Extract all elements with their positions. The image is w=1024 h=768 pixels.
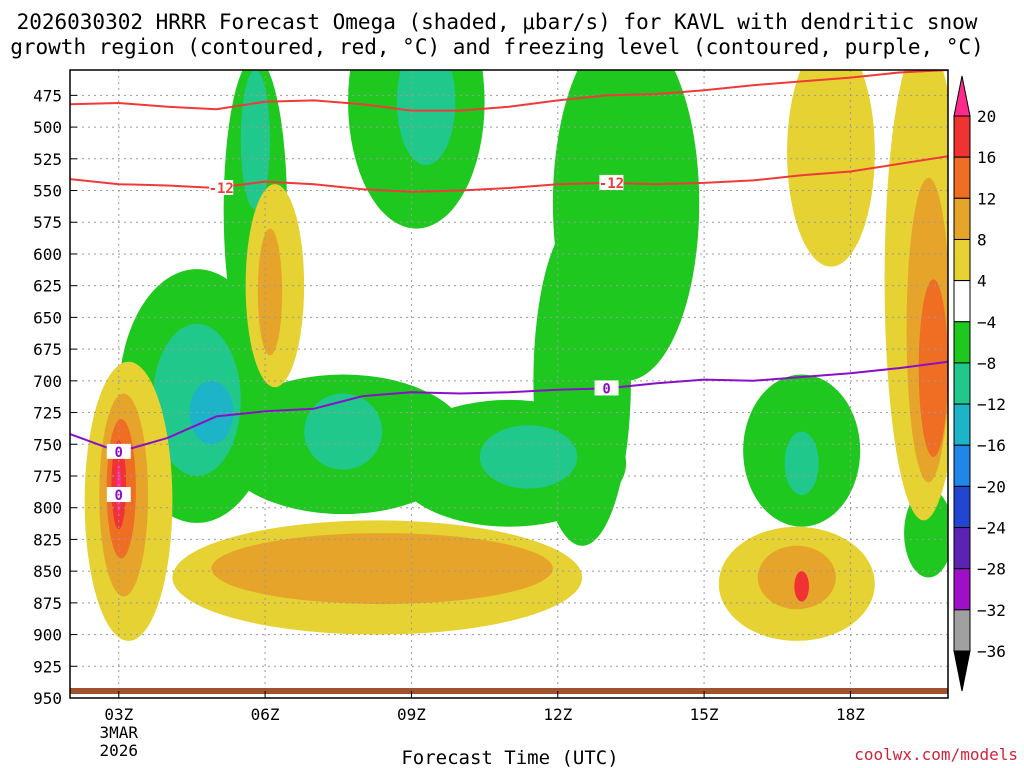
- colorbar-box-9: [953, 485, 971, 529]
- y-tick-label-650: 650: [33, 308, 62, 327]
- terrain-ground-bar: [70, 688, 948, 694]
- x-tick-label-18Z: 18Z: [836, 705, 865, 724]
- colorbar-label-1: 16: [977, 148, 996, 167]
- x-tick-label-12Z: 12Z: [543, 705, 572, 724]
- y-axis: 475 500 525 550 575 600 625 650 675 700 725 750 775 8…: [33, 86, 77, 708]
- colorbar-box-11: [953, 568, 971, 611]
- colorbar-box-7: [953, 403, 971, 446]
- omega-region-9-level--12: [240, 70, 270, 210]
- colorbar-label-8: −16: [977, 436, 1006, 455]
- freezing-level-contour: [70, 360, 948, 453]
- colorbar-label-12: −32: [977, 601, 1006, 620]
- colorbar-label-3: 8: [977, 230, 987, 249]
- omega-shading: [84, 70, 948, 641]
- omega-region-23-level-8: [211, 533, 553, 605]
- colorbar-box-10: [953, 527, 971, 570]
- colorbar-box-8: [953, 444, 971, 487]
- y-tick-label-900: 900: [33, 626, 62, 645]
- omega-region-12-level--12: [304, 393, 383, 470]
- dgz-contour-label-left-bg: [209, 179, 234, 195]
- credit-text: coolwx.com/models: [854, 745, 1018, 764]
- x-axis-label: Forecast Time (UTC): [401, 747, 618, 768]
- y-tick-label-950: 950: [33, 689, 62, 708]
- x-tick-label-06Z: 06Z: [251, 705, 280, 724]
- y-tick-label-725: 725: [33, 404, 62, 423]
- omega-region-10-level--12: [396, 70, 456, 166]
- dgz-contour-label-right-bg: [599, 174, 624, 190]
- dgz-contour--16: [70, 70, 948, 112]
- colorbar: 20 16 12 8 4 −4 −8 −12 −16 −20 −24 −28 −32 −36: [953, 75, 1006, 692]
- y-tick-label-825: 825: [33, 530, 62, 549]
- chart-title-line-2: growth region (contoured, red, °C) and f…: [10, 35, 984, 59]
- freezing-level-label-core: 0: [115, 488, 123, 504]
- chart-title-line-1: 2026030302 HRRR Forecast Omega (shaded, …: [17, 10, 978, 34]
- colorbar-box-4: [953, 280, 971, 323]
- y-tick-label-925: 925: [33, 657, 62, 676]
- colorbar-label-5: −4: [977, 313, 996, 332]
- colorbar-box-1: [953, 156, 971, 199]
- freezing-level-label-left: 0: [115, 445, 123, 461]
- colorbar-top-arrow: [953, 75, 971, 117]
- y-tick-label-800: 800: [33, 499, 62, 518]
- colorbar-box-6: [953, 362, 971, 405]
- x-tick-label-15Z: 15Z: [690, 705, 719, 724]
- omega-region-25-level-8: [257, 228, 283, 356]
- omega-region-15-level--16: [189, 380, 234, 445]
- y-tick-label-875: 875: [33, 594, 62, 613]
- freezing-level-label-left-bg: [106, 443, 131, 459]
- colorbar-label-10: −24: [977, 519, 1006, 538]
- colorbar-label-7: −12: [977, 395, 1006, 414]
- plot-frame: [69, 69, 949, 699]
- y-tick-label-675: 675: [33, 340, 62, 359]
- y-tick-label-775: 775: [33, 467, 62, 486]
- omega-region-14-level--12: [784, 431, 819, 496]
- dgz-contour-label-left: -12: [209, 181, 234, 197]
- colorbar-label-2: 12: [977, 189, 996, 208]
- colorbar-label-11: −28: [977, 560, 1006, 579]
- y-tick-label-625: 625: [33, 277, 62, 296]
- y-tick-label-500: 500: [33, 118, 62, 137]
- colorbar-box-3: [953, 238, 971, 282]
- x-tick-label-09Z: 09Z: [397, 705, 426, 724]
- omega-region-13-level--12: [479, 425, 578, 489]
- colorbar-bottom-arrow: [953, 650, 971, 692]
- colorbar-label-6: −8: [977, 354, 996, 373]
- y-tick-label-850: 850: [33, 562, 62, 581]
- freezing-level-label-right-bg: [594, 380, 619, 396]
- y-tick-label-750: 750: [33, 435, 62, 454]
- y-tick-label-550: 550: [33, 182, 62, 201]
- x-tick-year-label: 2026: [100, 741, 139, 760]
- omega-region-20-level-4: [787, 70, 875, 267]
- freezing-level-label-right: 0: [602, 381, 610, 397]
- omega-region-28-level-12: [918, 279, 948, 457]
- y-tick-label-575: 575: [33, 213, 62, 232]
- colorbar-box-5: [953, 321, 971, 364]
- y-tick-label-475: 475: [33, 86, 62, 105]
- x-tick-date-label: 3MAR: [100, 723, 139, 742]
- y-tick-label-600: 600: [33, 245, 62, 264]
- dgz-contour-label-right: -12: [599, 176, 624, 192]
- colorbar-label-9: −20: [977, 477, 1006, 496]
- freezing-level-label-core-bg: [106, 487, 131, 503]
- grid-lines: [70, 70, 948, 698]
- y-tick-label-700: 700: [33, 372, 62, 391]
- colorbar-box-12: [953, 609, 971, 652]
- y-tick-label-525: 525: [33, 150, 62, 169]
- colorbar-box-0: [953, 115, 971, 158]
- colorbar-label-0: 20: [977, 107, 996, 126]
- x-tick-label-03Z: 03Z: [104, 705, 133, 724]
- colorbar-label-13: −36: [977, 642, 1006, 661]
- colorbar-label-4: 4: [977, 272, 987, 291]
- colorbar-box-2: [953, 197, 971, 240]
- contours: -12 -12 0 0 0: [70, 70, 948, 504]
- omega-region-30-level-16: [794, 571, 809, 602]
